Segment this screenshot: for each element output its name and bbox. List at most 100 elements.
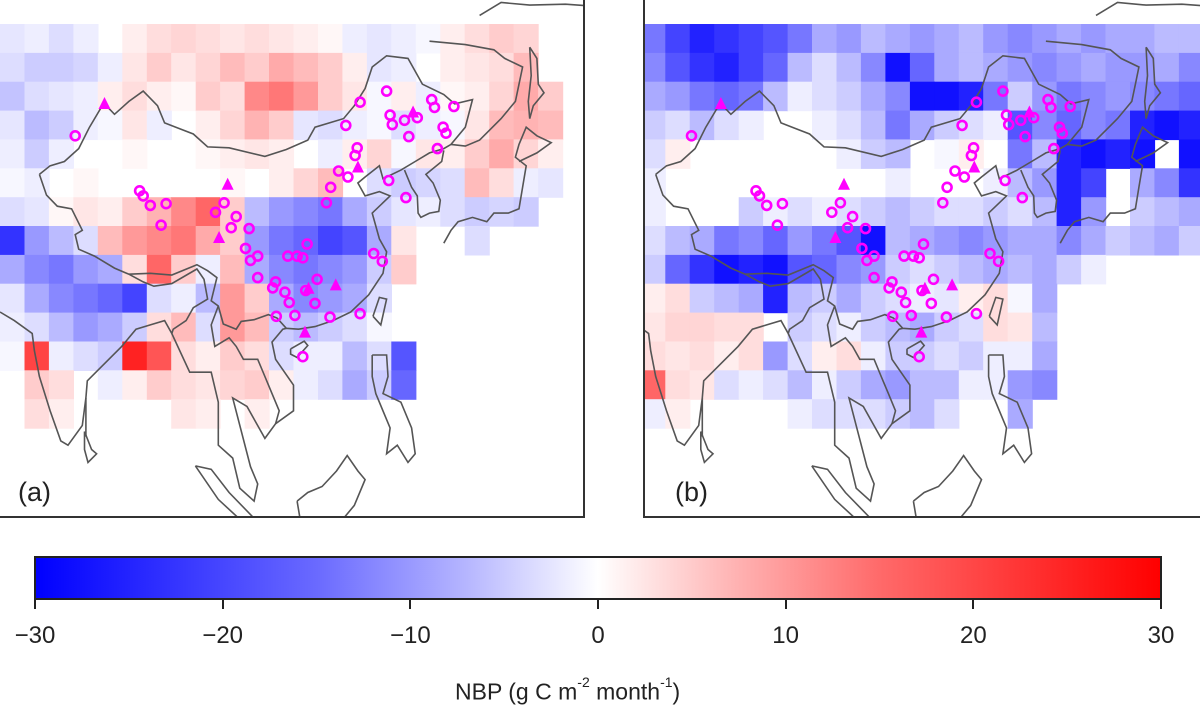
grid-cell (1178, 110, 1200, 141)
grid-cell (665, 81, 691, 112)
grid-cell (1105, 110, 1131, 141)
grid-cell (1032, 226, 1058, 256)
site-triangle-marker (351, 160, 364, 173)
grid-cell (48, 139, 74, 169)
grid-cell (97, 197, 123, 227)
grid-cell (1178, 197, 1200, 227)
grid-cell (665, 341, 691, 371)
borneo-coast (296, 454, 367, 516)
site-circle-marker (913, 350, 926, 363)
grid-cell (146, 226, 172, 256)
site-circle-marker (311, 273, 323, 286)
grid-cell (244, 341, 270, 371)
site-circle-marker (251, 271, 264, 284)
site-circle-marker (440, 127, 452, 139)
colorbar-tick (221, 600, 224, 609)
site-circle-marker (382, 174, 395, 187)
grid-cell (0, 226, 26, 256)
site-circle-marker (367, 247, 380, 260)
grid-cell (244, 52, 270, 83)
grid-cell (738, 226, 764, 256)
grid-cell (513, 110, 539, 141)
grid-cell (665, 52, 691, 83)
grid-cell (885, 226, 911, 256)
grid-cell (48, 399, 74, 429)
site-triangle-marker (714, 96, 727, 109)
site-triangle-marker (838, 177, 851, 190)
grid-cell (293, 81, 319, 112)
colorbar-tick (409, 600, 412, 609)
grid-cell (195, 24, 221, 54)
grid-cell (934, 24, 960, 54)
grid-cell (787, 81, 813, 112)
site-circle-marker (999, 174, 1011, 187)
grid-cell (787, 399, 813, 429)
colorbar-tick (784, 600, 787, 609)
grid-cell (934, 139, 960, 169)
site-circle-marker (320, 197, 333, 209)
grid-cell (220, 81, 246, 112)
grid-cell (1154, 110, 1180, 141)
grid-cell (1007, 226, 1033, 256)
grid-cell (97, 283, 123, 314)
grid-cell (1007, 139, 1033, 169)
grid-cell (1056, 81, 1082, 112)
grid-cell (513, 168, 539, 198)
grid-cell (763, 81, 789, 112)
grid-cell (195, 399, 221, 429)
grid-cell (958, 341, 984, 371)
grid-cell (171, 197, 197, 227)
grid-cell (146, 110, 172, 141)
grid-cell (171, 24, 197, 54)
grid-cell (48, 52, 74, 83)
grid-cell (318, 139, 344, 169)
grid-cell (860, 370, 886, 400)
panel-label-b: (b) (675, 477, 708, 507)
grid-cell (1105, 24, 1131, 54)
grid-cell (934, 370, 960, 400)
colorbar-tick-label: 0 (591, 622, 605, 649)
grid-cell (1130, 197, 1156, 227)
grid-cell (983, 24, 1009, 54)
grid-cell (195, 312, 221, 343)
grid-cell (787, 197, 813, 227)
site-circle-marker (301, 238, 313, 250)
colorbar-tick (34, 600, 36, 609)
site-circle-marker (144, 199, 157, 212)
grid-cell (958, 226, 984, 256)
grid-cell (293, 52, 319, 83)
site-circle-marker (243, 222, 255, 235)
site-circle-marker (771, 219, 784, 231)
sumatra-coast (194, 465, 253, 516)
japan-coast (443, 125, 553, 244)
grid-cell (1154, 197, 1180, 227)
grid-cell (909, 52, 935, 83)
grid-cell (391, 370, 417, 400)
grid-cell (665, 24, 691, 54)
grid-cell (24, 283, 50, 314)
borneo-coast (912, 454, 983, 516)
grid-cell (763, 226, 789, 256)
site-circle-marker (868, 271, 880, 284)
china-border (654, 54, 1090, 331)
grid-cell (0, 52, 26, 83)
grid-cell (318, 81, 344, 112)
grid-cell (665, 399, 691, 429)
grid-cell (391, 226, 417, 256)
grid-cell (0, 197, 26, 227)
site-circle-marker (685, 130, 698, 142)
grid-cell (1032, 283, 1058, 314)
grid-cell (0, 341, 26, 371)
grid-cell (318, 370, 344, 400)
grid-cell (983, 52, 1009, 83)
grid-cell (1130, 81, 1156, 112)
site-circle-marker (949, 165, 961, 177)
grid-cell (0, 110, 26, 141)
grid-cell (220, 52, 246, 83)
grid-cell (665, 254, 691, 285)
grid-cell (812, 312, 838, 343)
grid-cell (689, 24, 715, 54)
grid-cell (97, 110, 123, 141)
grid-cell (909, 399, 935, 429)
grid-cell (415, 24, 441, 54)
